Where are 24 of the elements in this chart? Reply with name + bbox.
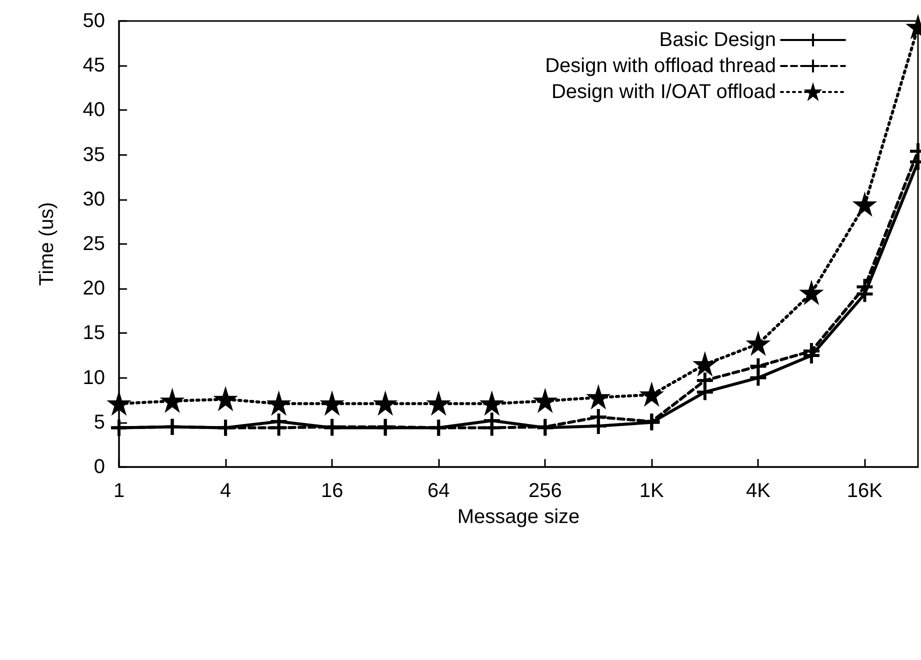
y-tick-label: 45 — [82, 54, 105, 77]
legend-label: Design with I/OAT offload — [551, 81, 776, 103]
x-tick-label: 1 — [113, 480, 125, 502]
y-tick-label: 35 — [82, 144, 105, 166]
y-tick-label: 20 — [82, 278, 105, 300]
y-tick-label: 25 — [82, 233, 105, 255]
x-axis-title: Message size — [457, 506, 580, 528]
x-tick-label: 64 — [427, 480, 450, 502]
y-tick-label: 10 — [82, 366, 105, 389]
y-tick-label: 50 — [82, 10, 105, 32]
y-axis-title: Time (us) — [36, 202, 58, 286]
x-tick-label: 4K — [746, 480, 772, 502]
x-tick-label: 16K — [846, 480, 884, 502]
y-tick-label: 40 — [82, 99, 105, 122]
y-tick-label: 15 — [82, 322, 105, 344]
legend-label: Basic Design — [659, 29, 776, 51]
y-tick-label: 0 — [94, 456, 105, 478]
legend-label: Design with offload thread — [545, 55, 776, 77]
x-tick-label: 1K — [639, 480, 665, 502]
y-tick-label: 5 — [94, 411, 105, 434]
x-tick-label: 4 — [220, 480, 232, 502]
y-tick-label: 30 — [82, 188, 105, 210]
x-tick-label: 256 — [528, 480, 562, 502]
x-tick-label: 16 — [320, 480, 344, 502]
